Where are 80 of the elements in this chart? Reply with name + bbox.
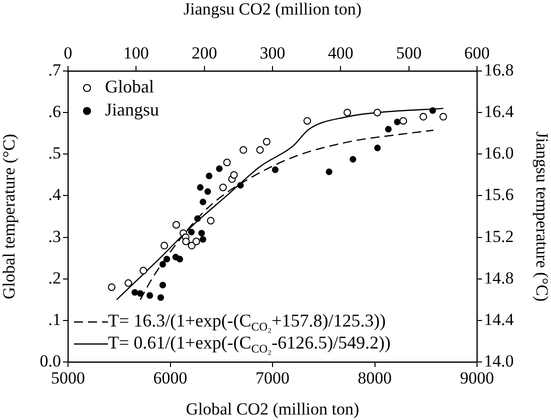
x-tick-label: 600	[464, 43, 490, 62]
y-tick-label: .7	[48, 60, 62, 80]
point	[326, 168, 332, 176]
point	[132, 289, 138, 296]
point	[206, 216, 215, 224]
y-tick-label: 14.0	[484, 351, 514, 370]
point	[200, 236, 206, 243]
legend-label: Global	[105, 76, 154, 97]
x-tick-label: 100	[123, 43, 149, 62]
point	[385, 126, 392, 132]
point	[200, 198, 206, 206]
point	[230, 171, 238, 179]
y-axis-title: Global temperature (°C)	[0, 134, 19, 300]
point	[420, 112, 428, 121]
point	[136, 290, 144, 297]
point	[159, 261, 166, 268]
point	[182, 238, 190, 246]
point	[108, 283, 116, 291]
point	[216, 165, 223, 172]
y-tick-label: 16.8	[484, 60, 514, 80]
y-tick-label: .3	[48, 226, 61, 246]
point	[439, 112, 448, 121]
x-axis-title: Jiangsu CO2 (million ton)	[183, 0, 362, 19]
y-tick-label: .5	[48, 144, 61, 163]
x-tick-label: 7000	[256, 368, 290, 388]
y-tick-label: 16.0	[484, 144, 514, 163]
y-tick-label: 15.2	[484, 226, 514, 246]
y-tick-label: .2	[48, 268, 61, 288]
point	[374, 144, 381, 152]
y-tick-label: .6	[48, 102, 61, 122]
point	[160, 242, 168, 250]
y-tick-label: .4	[48, 185, 62, 204]
point	[394, 118, 401, 126]
point	[198, 230, 205, 236]
point	[374, 108, 382, 116]
y-tick-label: 16.4	[484, 102, 514, 122]
point	[159, 282, 166, 288]
point	[429, 107, 436, 114]
point	[344, 108, 352, 116]
point	[140, 266, 148, 274]
point	[188, 228, 195, 236]
point	[262, 138, 270, 146]
y-tick-label: .1	[48, 310, 61, 329]
y-tick-label: 14.4	[484, 310, 514, 329]
point	[272, 166, 279, 174]
x-tick-label: 400	[328, 43, 354, 62]
point	[204, 188, 212, 195]
x-tick-label: 5000	[51, 368, 85, 388]
y-tick-label: 15.6	[484, 185, 514, 204]
point	[172, 221, 180, 229]
point	[240, 146, 248, 154]
x-axis-title: Global CO2 (million ton)	[186, 399, 360, 418]
point	[146, 292, 154, 299]
x-tick-label: 0	[64, 43, 72, 62]
y-tick-label: 14.8	[484, 268, 514, 288]
point	[157, 294, 164, 301]
y-axis-title: Jiangsu temperature (°C)	[532, 131, 551, 302]
x-tick-label: 500	[396, 43, 422, 62]
point	[194, 215, 201, 222]
x-tick-label: 6000	[153, 368, 188, 388]
point	[256, 146, 264, 154]
point	[164, 256, 170, 262]
point	[350, 156, 356, 163]
point	[223, 158, 231, 166]
point	[124, 279, 132, 287]
legend-label: Jiangsu	[105, 100, 159, 120]
point	[303, 117, 312, 125]
x-tick-label: 200	[192, 43, 218, 62]
x-tick-label: 9000	[460, 368, 494, 388]
point	[219, 184, 227, 192]
point	[196, 184, 204, 191]
point	[206, 172, 212, 180]
point	[237, 182, 244, 189]
point	[188, 242, 196, 250]
point	[176, 256, 184, 262]
point	[192, 238, 200, 246]
point	[399, 117, 408, 125]
x-tick-label: 300	[260, 43, 286, 62]
x-tick-label: 8000	[358, 368, 392, 388]
y-tick-label: 0.0	[40, 351, 61, 370]
